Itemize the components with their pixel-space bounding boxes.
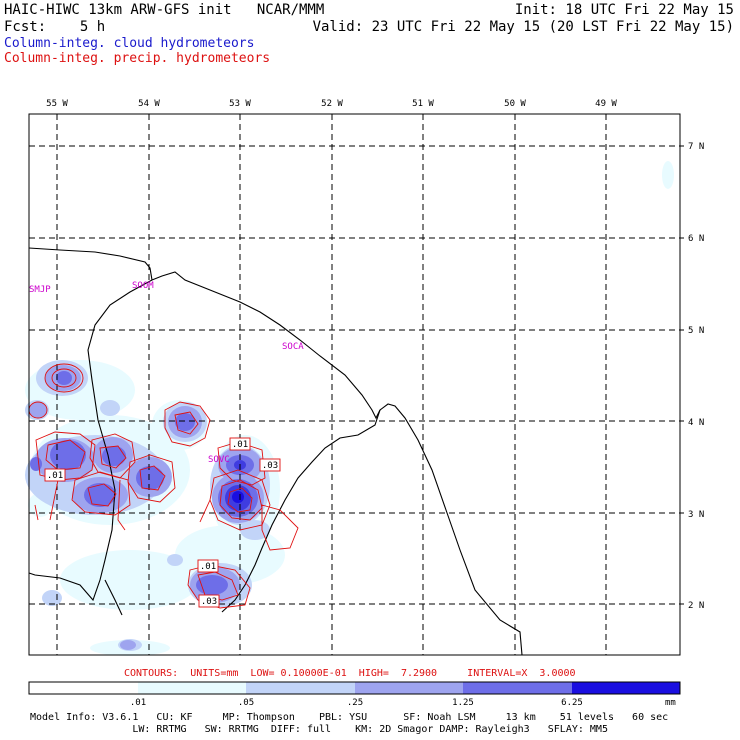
contour-label: .01 [232,440,248,450]
lon-label: 51 W [412,99,434,109]
cloud-shading [25,161,674,656]
station-label: SOCA [282,342,304,352]
colorbar-tick: .01 [130,698,146,708]
lon-label: 53 W [229,99,251,109]
contour-label: .03 [262,461,278,471]
lon-label: 55 W [46,99,68,109]
station-labels: SMJP SOOM SOCA SOVC [29,281,304,465]
legend-precip: Column-integ. precip. hydrometeors [4,51,271,66]
forecast-hour: Fcst: 5 h [4,19,106,35]
contours-info: CONTOURS: UNITS=mm LOW= 0.10000E-01 HIGH… [124,668,576,679]
colorbar-units: mm [665,698,676,708]
colorbar-tick: .05 [238,698,254,708]
station-label: SOOM [132,281,154,291]
init-time: Init: 18 UTC Fri 22 May 15 [514,2,734,18]
station-label: SMJP [29,285,51,295]
coastline [28,247,523,656]
contour-labels: .01 .03 .01 .01 .03 [44,437,281,608]
contour-label: .01 [200,562,216,572]
lat-label: 6 N [688,234,704,244]
axis-ticks [56,114,684,605]
lon-label: 52 W [321,99,343,109]
station-label: SOVC [208,455,230,465]
lat-label: 7 N [688,142,704,152]
lat-label: 3 N [688,510,704,520]
contour-label: .01 [47,471,63,481]
model-info-line2: LW: RRTMG SW: RRTMG DIFF: full KM: 2D Sm… [30,724,608,735]
precip-contours [28,363,299,609]
lat-label: 5 N [688,326,704,336]
lat-label: 2 N [688,601,704,611]
colorbar [28,681,681,695]
legend-cloud: Column-integ. cloud hydrometeors [4,36,255,51]
lat-label: 4 N [688,418,704,428]
colorbar-tick: .25 [347,698,363,708]
lon-label: 49 W [595,99,617,109]
model-info-line1: Model Info: V3.6.1 CU: KF MP: Thompson P… [30,712,669,723]
plot-frame [28,113,681,656]
colorbar-tick: 6.25 [561,698,583,708]
lon-label: 50 W [504,99,526,109]
contour-label: .03 [201,597,217,607]
colorbar-tick: 1.25 [452,698,474,708]
lat-lon-grid [29,114,680,655]
lon-label: 54 W [138,99,160,109]
valid-time: Valid: 23 UTC Fri 22 May 15 (20 LST Fri … [312,19,734,35]
plot-title: HAIC-HIWC 13km ARW-GFS init NCAR/MMM [4,2,325,18]
